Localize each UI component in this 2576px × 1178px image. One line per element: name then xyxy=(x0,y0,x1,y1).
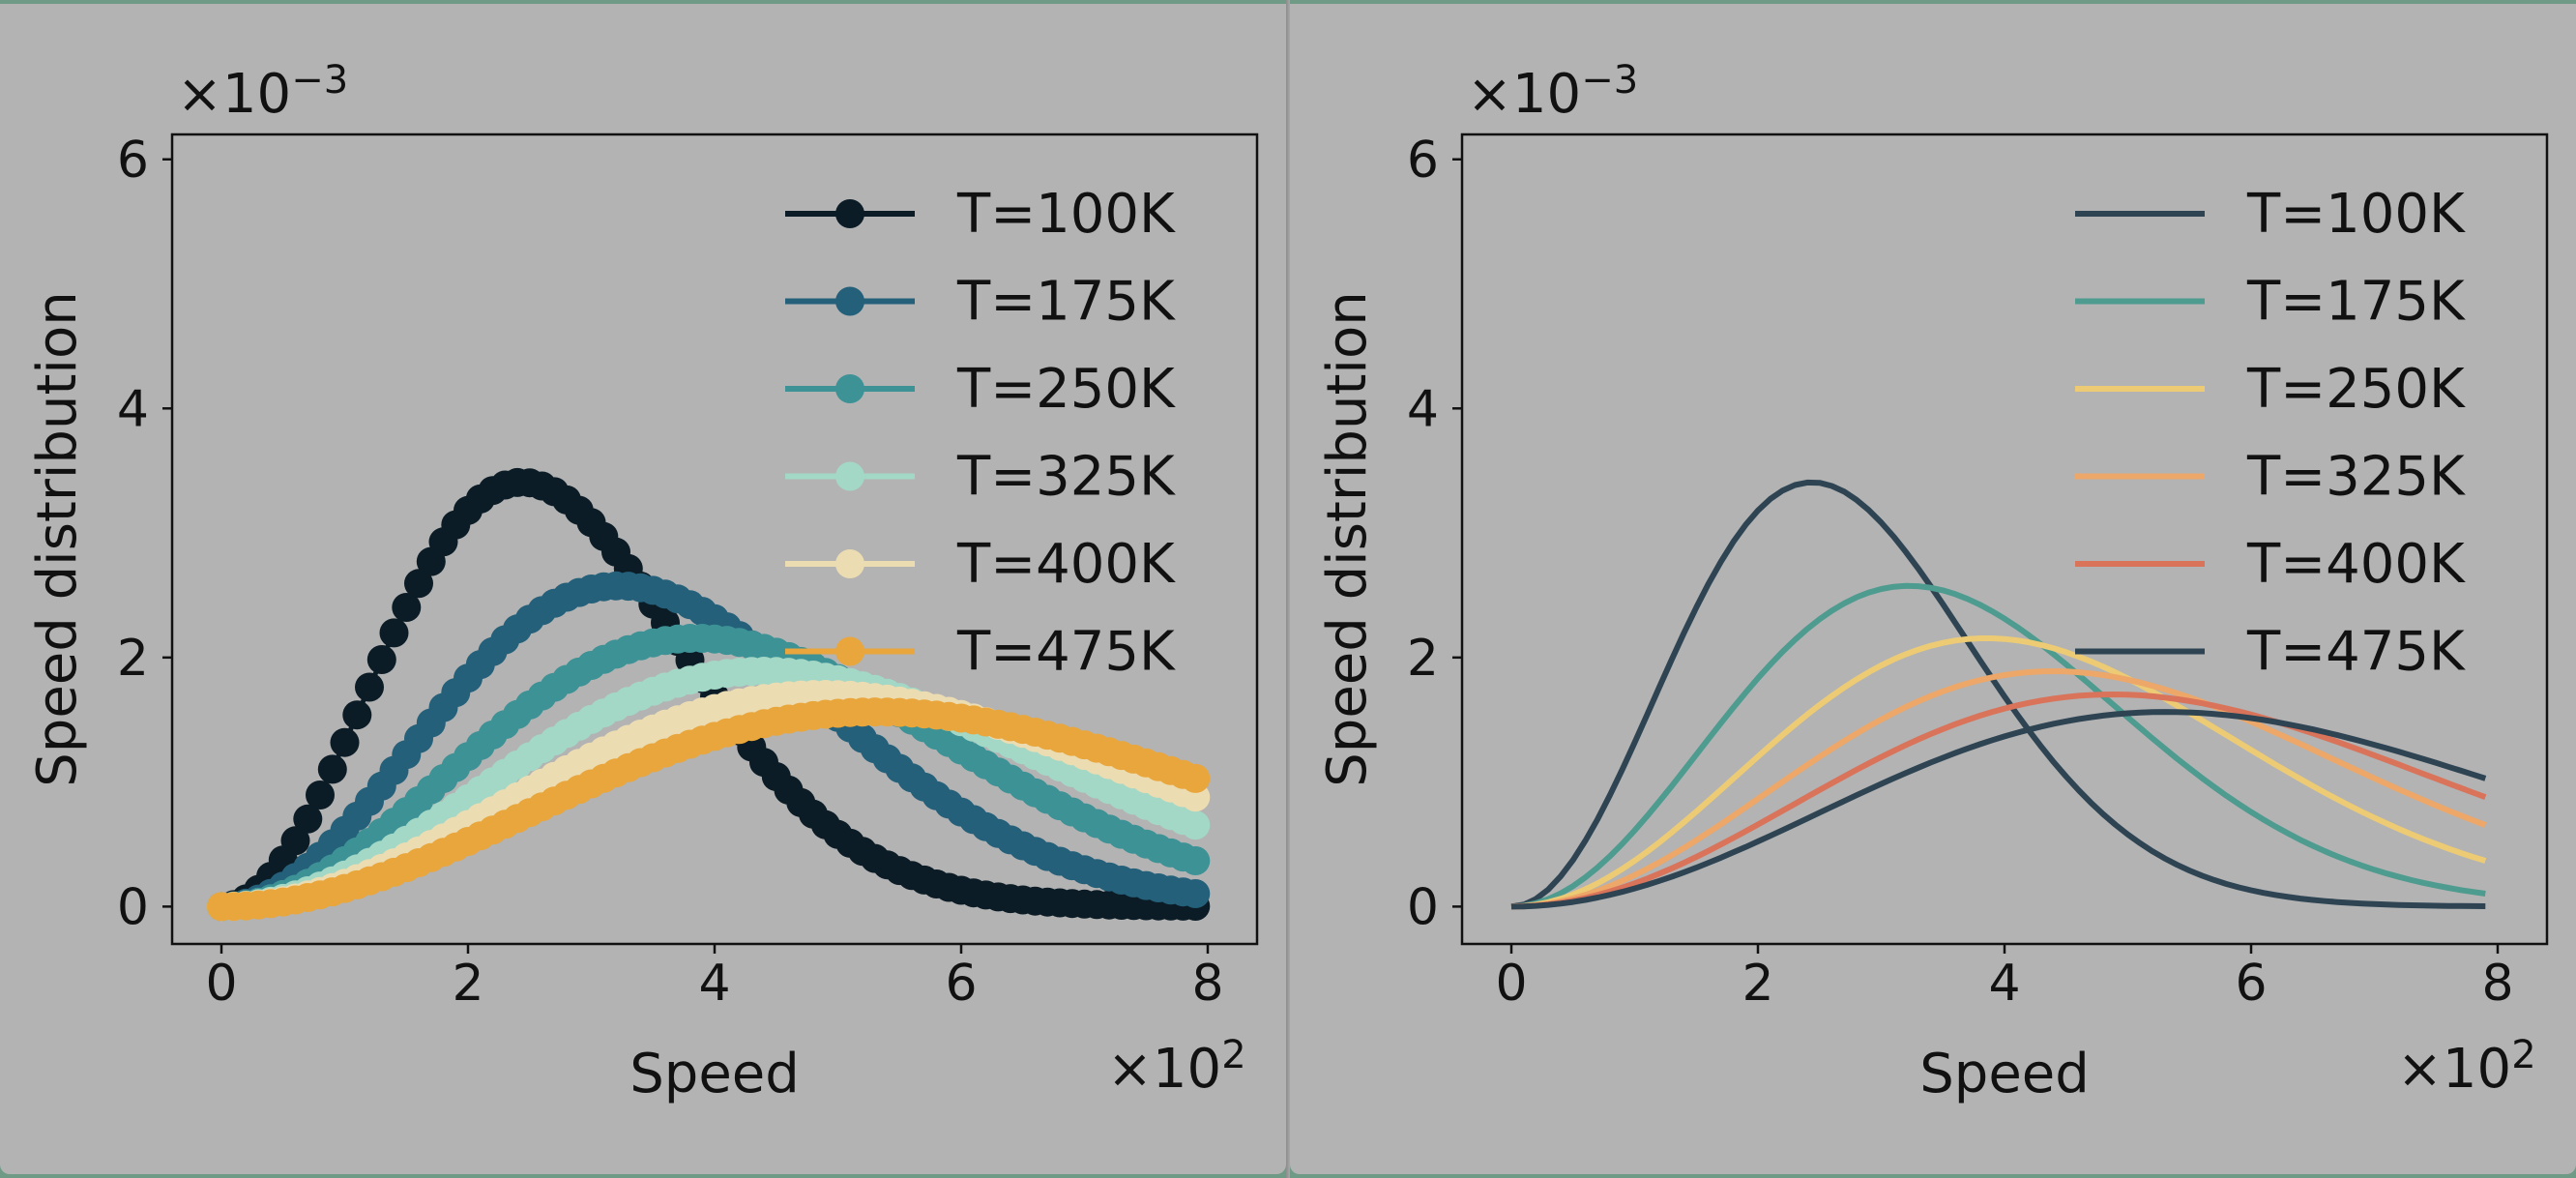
legend: T=100K T=175K T=250K T=325K T=400K T=475K xyxy=(785,183,1176,684)
legend-item: T=250K xyxy=(2075,358,2466,421)
data-point xyxy=(342,700,372,730)
y-exponent: −3 xyxy=(1581,58,1638,103)
x-tick-label: 0 xyxy=(1495,955,1527,1013)
legend-label: T=250K xyxy=(2246,358,2466,421)
series-T=100K xyxy=(1510,479,2486,910)
legend-label: T=475K xyxy=(2246,621,2466,684)
x-multiplier: ×102 xyxy=(2397,1033,2536,1101)
data-point xyxy=(1181,810,1211,840)
x-exponent: 2 xyxy=(2511,1033,2535,1077)
legend-item: T=100K xyxy=(785,183,1176,246)
x-multiplier: ×102 xyxy=(1107,1033,1246,1101)
y-tick-label: 0 xyxy=(117,878,149,936)
legend-label: T=175K xyxy=(956,271,1176,334)
y-tick-label: 6 xyxy=(1407,132,1439,190)
y-tick-label: 6 xyxy=(117,132,149,190)
y-exponent: −3 xyxy=(291,58,348,103)
series-line xyxy=(1510,692,2487,910)
series-T=325K xyxy=(1510,668,2487,910)
legend-marker xyxy=(835,636,864,666)
y-tick-label: 0 xyxy=(1407,878,1439,936)
y-axis-label: Speed distribution xyxy=(26,291,89,786)
x-tick-label: 6 xyxy=(2235,955,2267,1013)
series-line xyxy=(1510,709,2487,910)
data-point xyxy=(280,826,310,856)
data-point xyxy=(366,645,396,674)
data-point xyxy=(392,593,422,622)
right-figure-window: 0 2 4 6 8 0 2 4 6 Speed Speed distribution ×10−3 ×10… xyxy=(1290,4,2576,1174)
x-tick-label: 4 xyxy=(1988,955,2020,1013)
data-point xyxy=(293,804,323,834)
data-point xyxy=(1181,763,1211,793)
series-T=175K xyxy=(1510,582,2486,910)
y-multiplier: ×10−3 xyxy=(177,58,348,126)
y-tick-label: 2 xyxy=(1407,630,1439,688)
x-tick-label: 8 xyxy=(1191,955,1223,1013)
series-T=400K xyxy=(1510,692,2487,910)
legend-item: T=175K xyxy=(2075,271,2466,334)
data-point xyxy=(379,618,409,648)
left-figure-window: 0 2 4 6 8 0 2 4 6 Speed Speed distribution ×10−3 ×10… xyxy=(0,4,1286,1174)
legend: T=100K T=175K T=250K T=325K T=400K T=475K xyxy=(2075,183,2466,684)
legend-item: T=400K xyxy=(2075,533,2466,596)
series-line xyxy=(1510,635,2487,910)
plot-area xyxy=(207,467,1211,922)
legend-marker xyxy=(835,461,864,491)
x-tick-label: 2 xyxy=(452,955,483,1013)
legend-label: T=325K xyxy=(2246,446,2466,509)
legend-item: T=175K xyxy=(785,271,1176,334)
x-tick-label: 2 xyxy=(1742,955,1773,1013)
x-tick-label: 6 xyxy=(945,955,977,1013)
series-line xyxy=(1510,668,2487,910)
x-exponent: 2 xyxy=(1221,1033,1245,1077)
series-T=475K xyxy=(1510,709,2487,910)
chart-markers: 0 2 4 6 8 0 2 4 6 Speed Speed distribution ×10−3 ×10… xyxy=(26,58,1259,1105)
y-axis-label: Speed distribution xyxy=(1316,291,1379,786)
legend-label: T=475K xyxy=(956,621,1176,684)
series-T=250K xyxy=(1510,635,2487,910)
legend-item: T=325K xyxy=(785,446,1176,509)
plot-area xyxy=(1510,479,2487,910)
chart-lines: 0 2 4 6 8 0 2 4 6 Speed Speed distribution ×10−3 ×10… xyxy=(1316,58,2549,1105)
legend-marker xyxy=(835,374,864,403)
x-tick-label: 0 xyxy=(205,955,237,1013)
legend-label: T=100K xyxy=(2246,183,2466,246)
data-point xyxy=(1181,846,1211,875)
x-axis-label: Speed xyxy=(629,1043,800,1105)
legend-item: T=400K xyxy=(785,533,1176,596)
data-point xyxy=(317,754,347,784)
window-divider[interactable] xyxy=(1286,0,1290,1178)
y-tick-label: 4 xyxy=(1407,380,1439,438)
y-tick-label: 4 xyxy=(117,380,149,438)
legend-item: T=100K xyxy=(2075,183,2466,246)
x-tick-label: 8 xyxy=(2481,955,2513,1013)
legend-item: T=475K xyxy=(785,621,1176,684)
legend-label: T=400K xyxy=(956,533,1176,596)
legend-marker xyxy=(835,199,864,228)
legend-marker xyxy=(835,286,864,316)
data-point xyxy=(306,780,335,810)
y-multiplier: ×10−3 xyxy=(1467,58,1638,126)
legend-label: T=250K xyxy=(956,358,1176,421)
data-point xyxy=(1181,879,1211,908)
data-point xyxy=(355,672,384,702)
series-line xyxy=(1510,479,2486,910)
legend-item: T=325K xyxy=(2075,446,2466,509)
series-T=475K xyxy=(207,697,1211,922)
legend-item: T=475K xyxy=(2075,621,2466,684)
data-point xyxy=(404,569,433,599)
legend-label: T=175K xyxy=(2246,271,2466,334)
legend-label: T=100K xyxy=(956,183,1176,246)
x-tick-label: 4 xyxy=(698,955,730,1013)
legend-label: T=400K xyxy=(2246,533,2466,596)
legend-marker xyxy=(835,549,864,578)
legend-label: T=325K xyxy=(956,446,1176,509)
data-point xyxy=(330,727,360,757)
series-line xyxy=(1510,582,2486,910)
legend-item: T=250K xyxy=(785,358,1176,421)
x-axis-label: Speed xyxy=(1919,1043,2090,1105)
y-tick-label: 2 xyxy=(117,630,149,688)
